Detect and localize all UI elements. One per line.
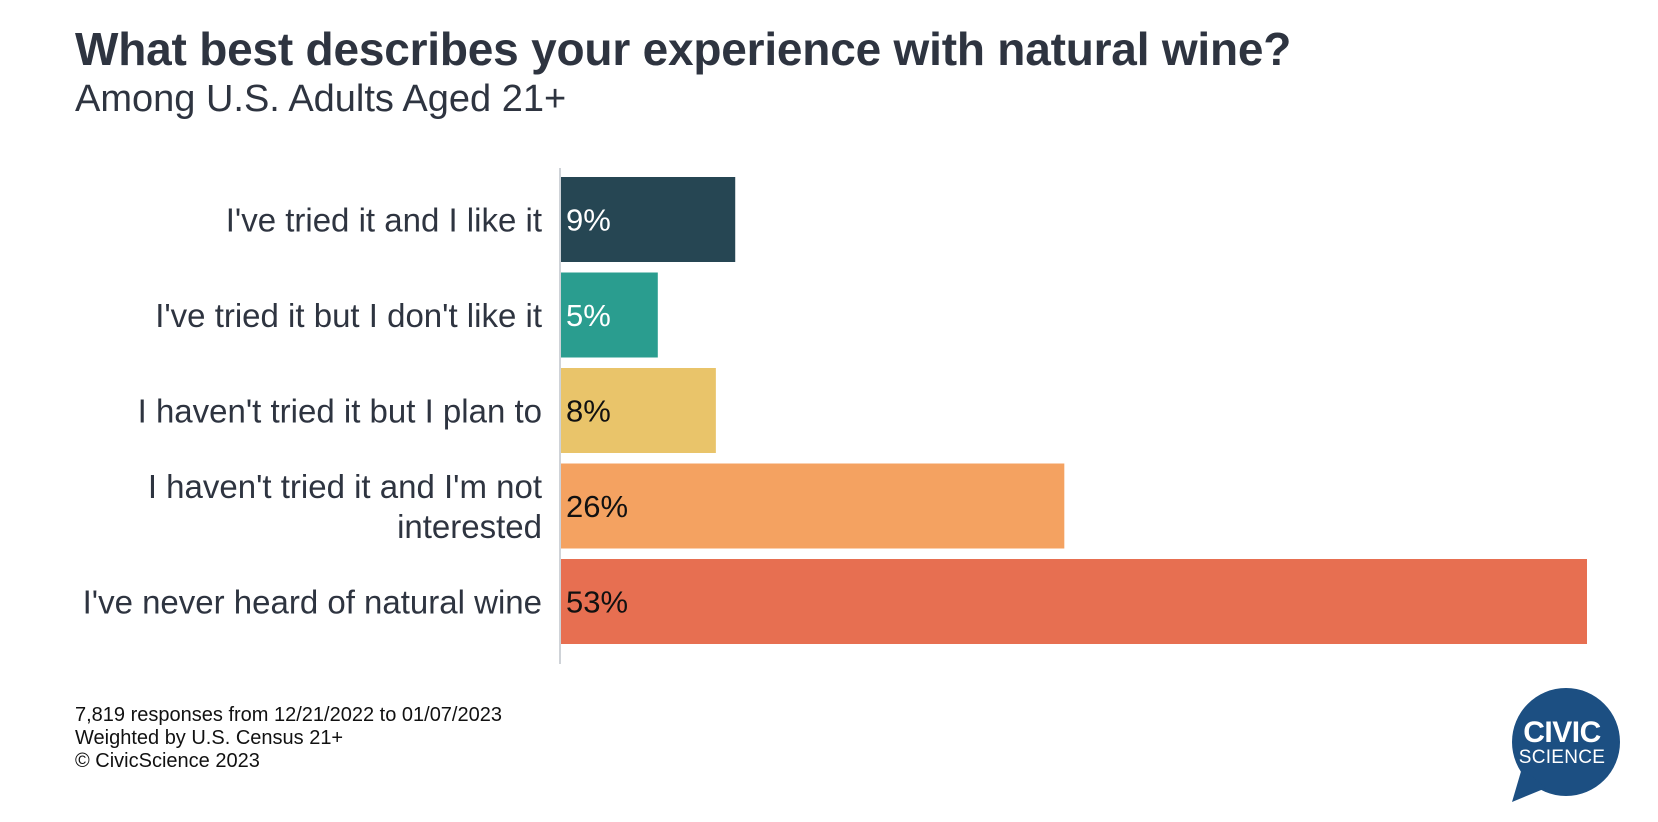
category-label-1: I've tried it and I like it — [226, 202, 542, 239]
logo-text-civic: CIVIC — [1523, 716, 1601, 749]
bar-3 — [561, 368, 716, 453]
bar-4 — [561, 463, 1065, 549]
value-label-1: 9% — [566, 203, 611, 238]
value-label-5: 53% — [566, 585, 628, 620]
category-label-line: I haven't tried it and I'm not — [148, 468, 542, 505]
category-label-line: I've tried it and I like it — [226, 202, 542, 239]
logo-text-science: SCIENCE — [1518, 747, 1606, 768]
chart-subtitle: Among U.S. Adults Aged 21+ — [75, 78, 567, 120]
category-label-5: I've never heard of natural wine — [83, 584, 542, 621]
category-label-line: I've tried it but I don't like it — [155, 297, 542, 334]
chart-footer: 7,819 responses from 12/21/2022 to 01/07… — [75, 704, 502, 773]
bars-group: 9% I've tried it and I like it 5% I've trie… — [83, 177, 1587, 644]
category-label-3: I haven't tried it but I plan to — [138, 393, 542, 430]
category-label-2: I've tried it but I don't like it — [155, 297, 542, 334]
value-label-2: 5% — [566, 298, 611, 333]
category-label-line: I haven't tried it but I plan to — [138, 393, 542, 430]
bar-2 — [561, 272, 658, 358]
footer-copyright: © CivicScience 2023 — [75, 750, 260, 772]
category-label-4: I haven't tried it and I'm not interested — [148, 468, 542, 545]
chart-title: What best describes your experience with… — [75, 23, 1292, 75]
bar-1 — [561, 177, 736, 262]
logo-speech-bubble-icon — [1512, 688, 1620, 802]
category-label-line: I've never heard of natural wine — [83, 584, 542, 621]
value-label-3: 8% — [566, 394, 611, 429]
civicscience-logo: CIVIC SCIENCE — [1500, 688, 1630, 808]
footer-responses: 7,819 responses from 12/21/2022 to 01/07… — [75, 704, 502, 726]
category-label-line: interested — [397, 508, 542, 545]
bar-5 — [561, 559, 1587, 644]
value-label-4: 26% — [566, 489, 628, 524]
footer-weighting: Weighted by U.S. Census 21+ — [75, 727, 344, 749]
